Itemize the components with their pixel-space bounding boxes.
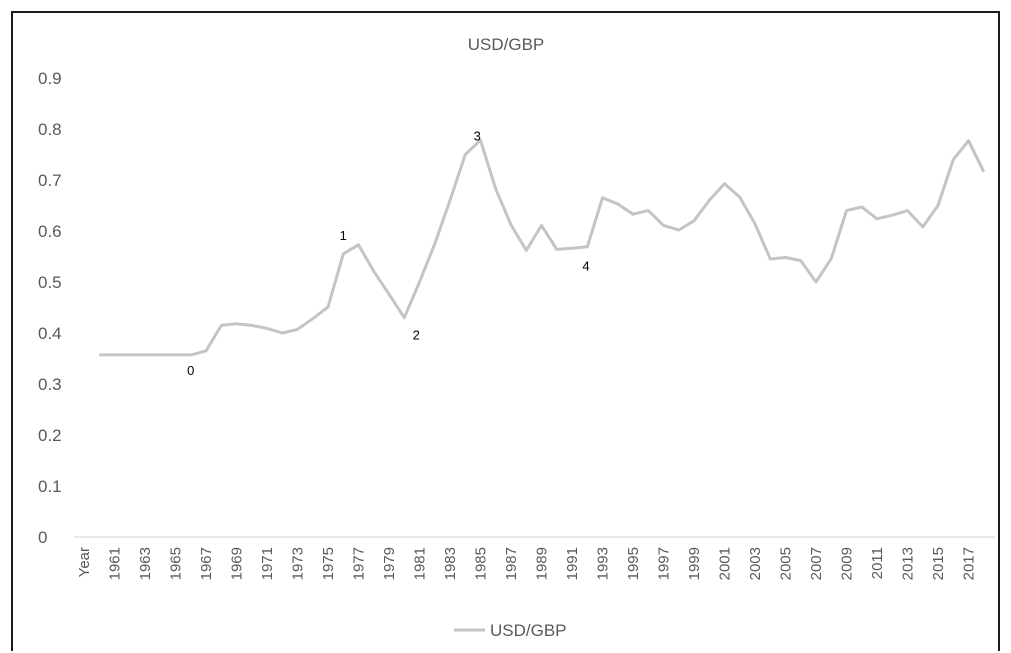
x-tick-label: 1969 xyxy=(229,547,246,580)
series-line-usd-gbp xyxy=(99,138,986,357)
chart-frame xyxy=(11,11,1000,651)
chart-title: USD/GBP xyxy=(468,35,545,54)
x-tick-label: 2001 xyxy=(717,547,734,580)
x-tick-label: 1973 xyxy=(290,547,307,580)
x-tick-label: 2005 xyxy=(778,547,795,580)
annotation-label: 3 xyxy=(474,129,481,144)
x-tick-label: 1993 xyxy=(595,547,612,580)
x-tick-label: 2011 xyxy=(869,547,886,579)
x-tick-label: 1971 xyxy=(259,547,276,580)
x-tick-label: 2003 xyxy=(747,547,764,580)
annotation-label: 0 xyxy=(187,363,194,378)
y-tick-label: 0.3 xyxy=(38,375,62,394)
y-axis: 0 0.1 0.2 0.3 0.4 0.5 0.6 0.7 0.8 0.9 xyxy=(38,69,62,547)
annotation-label: 1 xyxy=(340,228,347,243)
y-tick-label: 0.9 xyxy=(38,69,62,88)
x-tick-label: 1983 xyxy=(442,547,459,580)
x-tick-label: 2017 xyxy=(961,547,978,580)
x-tick-label: 1979 xyxy=(381,547,398,580)
annotation-label: 2 xyxy=(413,328,420,343)
x-tick-label: 1963 xyxy=(137,547,154,580)
y-tick-label: 0.8 xyxy=(38,120,62,139)
x-tick-label: 1977 xyxy=(351,547,368,580)
x-tick-label: 2015 xyxy=(930,547,947,580)
annotation-label: 4 xyxy=(582,258,589,273)
y-tick-label: 0.6 xyxy=(38,222,62,241)
annotations: 0 1 2 3 4 xyxy=(187,129,589,378)
x-tick-label: 1997 xyxy=(656,547,673,580)
x-tick-label: 1961 xyxy=(107,547,124,580)
x-tick-label: 2009 xyxy=(839,547,856,580)
x-tick-label: Year xyxy=(76,547,93,577)
x-tick-label: 1999 xyxy=(686,547,703,580)
x-tick-label: 1985 xyxy=(473,547,490,580)
x-tick-label: 1995 xyxy=(625,547,642,580)
y-tick-label: 0.2 xyxy=(38,426,62,445)
y-tick-label: 0.1 xyxy=(38,477,62,496)
x-tick-label: 1975 xyxy=(320,547,337,580)
x-axis: Year 1961 1963 1965 1967 1969 1971 1973 1975 1977… xyxy=(76,547,978,580)
y-tick-label: 0.4 xyxy=(38,324,62,343)
x-tick-label: 1981 xyxy=(412,547,429,580)
x-tick-label: 1987 xyxy=(503,547,520,580)
x-tick-label: 1989 xyxy=(534,547,551,580)
x-tick-label: 2013 xyxy=(900,547,917,580)
legend: USD/GBP xyxy=(454,621,567,640)
x-tick-label: 1967 xyxy=(198,547,215,580)
x-tick-label: 1965 xyxy=(168,547,185,580)
x-tick-label: 2007 xyxy=(808,547,825,580)
y-tick-label: 0 xyxy=(38,528,47,547)
x-tick-label: 1991 xyxy=(564,547,581,580)
legend-label: USD/GBP xyxy=(490,621,567,640)
y-tick-label: 0.7 xyxy=(38,171,62,190)
y-tick-label: 0.5 xyxy=(38,273,62,292)
